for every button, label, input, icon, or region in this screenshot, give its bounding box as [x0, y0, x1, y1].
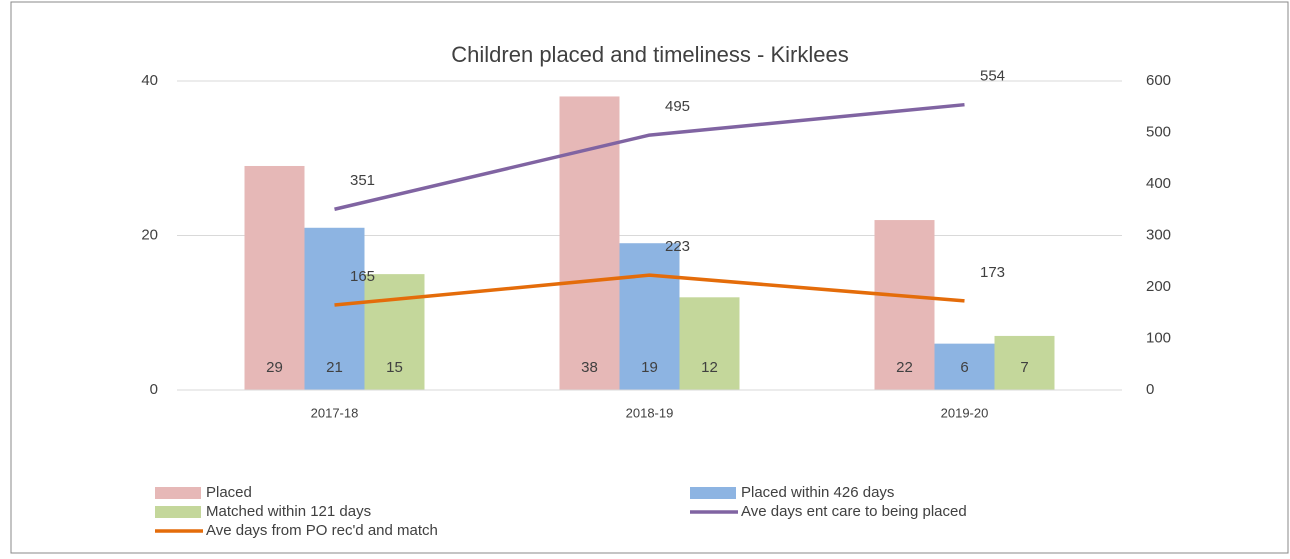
line-value-label: 173: [980, 264, 1005, 281]
bar-value-label: 12: [701, 359, 718, 376]
y2-tick-label: 200: [1146, 278, 1171, 295]
y2-tick-label: 100: [1146, 329, 1171, 346]
line-value-label: 554: [980, 68, 1005, 85]
legend-label: Placed: [206, 484, 252, 501]
bar: [244, 165, 305, 390]
bar-value-label: 15: [386, 359, 403, 376]
bar: [559, 96, 620, 390]
bar-value-label: 21: [326, 359, 343, 376]
bar: [994, 335, 1055, 390]
bar: [364, 274, 425, 390]
bar: [619, 243, 680, 390]
legend-swatch: [155, 506, 201, 518]
line-value-label: 165: [350, 268, 375, 285]
bar-value-label: 6: [960, 359, 968, 376]
chart-title: Children placed and timeliness - Kirklee…: [451, 42, 848, 67]
x-tick-label: 2018-19: [626, 405, 674, 420]
bar: [874, 220, 935, 390]
line-value-label: 223: [665, 238, 690, 255]
y-tick-label: 40: [141, 72, 158, 89]
bar: [679, 297, 740, 390]
bar-value-label: 38: [581, 359, 598, 376]
line: [334, 102, 965, 211]
bar: [304, 227, 365, 390]
x-tick-label: 2019-20: [941, 405, 989, 420]
legend-swatch: [155, 487, 201, 499]
y-tick-label: 0: [150, 381, 158, 398]
y2-tick-label: 400: [1146, 175, 1171, 192]
y2-tick-label: 0: [1146, 381, 1154, 398]
bar: [934, 343, 995, 390]
y2-tick-label: 500: [1146, 123, 1171, 140]
line-value-label: 495: [665, 98, 690, 115]
bar-value-label: 22: [896, 359, 913, 376]
line: [334, 273, 965, 307]
legend-label: Ave days ent care to being placed: [741, 503, 967, 520]
y-tick-label: 20: [141, 226, 158, 243]
bar-value-label: 19: [641, 359, 658, 376]
y2-tick-label: 600: [1146, 72, 1171, 89]
legend-label: Placed within 426 days: [741, 484, 894, 501]
bar-value-label: 7: [1020, 359, 1028, 376]
legend-label: Ave days from PO rec'd and match: [206, 522, 438, 539]
legend-swatch: [690, 487, 736, 499]
legend-label: Matched within 121 days: [206, 503, 371, 520]
y2-tick-label: 300: [1146, 226, 1171, 243]
x-tick-label: 2017-18: [311, 405, 359, 420]
bar-value-label: 29: [266, 359, 283, 376]
line-value-label: 351: [350, 172, 375, 189]
